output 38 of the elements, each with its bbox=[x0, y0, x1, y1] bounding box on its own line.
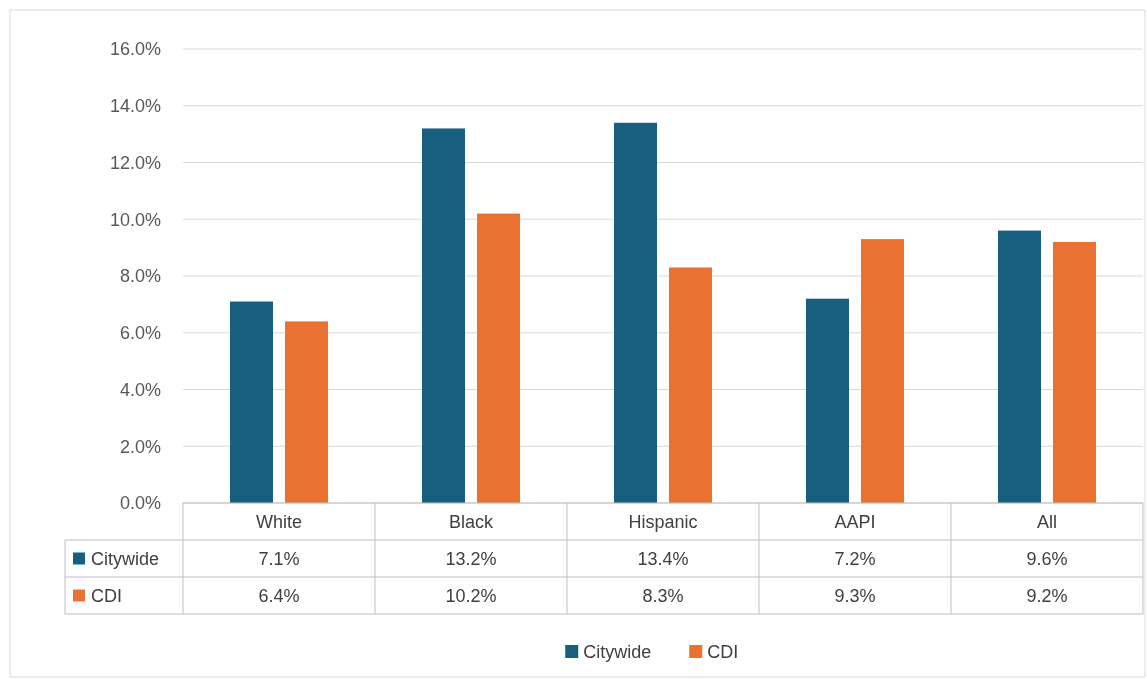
data-label: 10.2% bbox=[445, 585, 497, 606]
bar bbox=[669, 267, 712, 503]
y-tick-label: 8.0% bbox=[119, 266, 161, 287]
x-tick-label: Black bbox=[448, 511, 495, 532]
bar bbox=[477, 213, 520, 503]
data-label: 9.2% bbox=[1026, 585, 1068, 606]
data-label: 13.2% bbox=[445, 548, 497, 569]
data-label: 9.6% bbox=[1026, 548, 1068, 569]
bar bbox=[285, 321, 328, 503]
y-tick-label: 16.0% bbox=[109, 39, 161, 60]
legend-label: Citywide bbox=[91, 548, 160, 569]
bar bbox=[861, 239, 904, 503]
data-label: 7.2% bbox=[834, 548, 876, 569]
bar bbox=[230, 301, 273, 503]
x-tick-label: Hispanic bbox=[628, 511, 698, 532]
text: Citywide bbox=[583, 642, 652, 663]
y-tick-label: 6.0% bbox=[119, 323, 161, 344]
bar bbox=[614, 122, 657, 503]
data-label: 9.3% bbox=[834, 585, 876, 606]
x-tick-label: AAPI bbox=[834, 511, 876, 532]
y-tick-label: 12.0% bbox=[109, 152, 161, 173]
bar bbox=[806, 298, 849, 503]
y-tick-label: 10.0% bbox=[109, 209, 161, 230]
y-tick-label: 4.0% bbox=[119, 379, 161, 400]
y-tick-label: 14.0% bbox=[109, 96, 161, 117]
bar bbox=[1053, 241, 1096, 503]
x-tick-label: White bbox=[255, 511, 303, 532]
text: CDI bbox=[91, 585, 122, 606]
legend-label: CDI bbox=[707, 642, 739, 663]
data-label: 7.1% bbox=[258, 548, 300, 569]
data-label: 13.4% bbox=[637, 548, 689, 569]
data-label: 6.4% bbox=[258, 585, 300, 606]
x-tick-label: All bbox=[1036, 511, 1058, 532]
bar bbox=[422, 128, 465, 503]
bar bbox=[998, 230, 1041, 503]
y-tick-label: 0.0% bbox=[119, 493, 161, 514]
y-tick-label: 2.0% bbox=[119, 436, 161, 457]
data-label: 8.3% bbox=[642, 585, 684, 606]
